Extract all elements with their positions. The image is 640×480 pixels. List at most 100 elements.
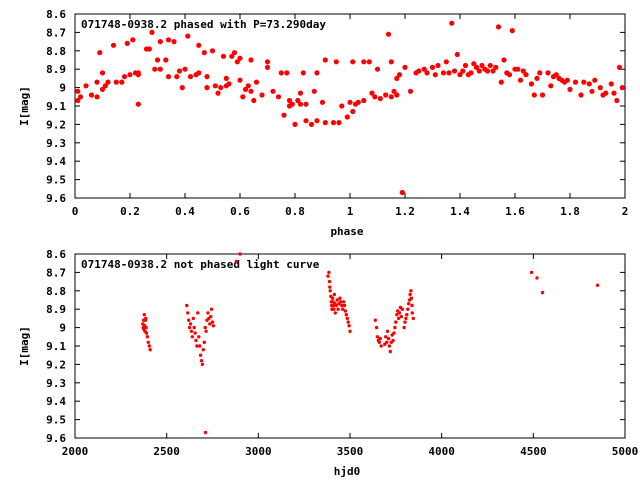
data-point (399, 314, 403, 319)
data-point (523, 72, 529, 78)
y-tick-label: 9.6 (46, 432, 66, 445)
y-tick-label: 8.9 (46, 63, 66, 76)
data-point (295, 97, 301, 104)
data-point (567, 86, 573, 92)
y-tick-label: 9.5 (46, 174, 66, 187)
data-point (253, 79, 260, 85)
data-point (347, 99, 353, 105)
data-point (449, 20, 455, 26)
data-point (400, 307, 404, 311)
data-point (197, 335, 201, 339)
data-point (199, 359, 204, 363)
data-point (174, 74, 180, 80)
data-point (163, 57, 169, 63)
y-tick-label: 9 (59, 82, 66, 95)
y-tick-label: 9.3 (46, 137, 66, 150)
data-point (572, 79, 579, 85)
data-point (443, 59, 449, 65)
y-tick-label: 8.7 (46, 266, 66, 279)
data-point (487, 62, 493, 69)
data-point (211, 324, 216, 328)
x-tick-label: 2 (622, 205, 629, 218)
data-point (330, 120, 337, 126)
data-point (396, 316, 401, 321)
data-point (192, 325, 196, 330)
data-point (135, 101, 141, 107)
data-point (186, 311, 190, 315)
data-point (361, 59, 367, 65)
data-point (189, 329, 194, 333)
data-point (332, 307, 336, 311)
data-point (165, 37, 172, 43)
data-point (391, 338, 395, 343)
data-point (110, 42, 117, 48)
data-point (171, 39, 177, 45)
data-point (286, 97, 293, 104)
data-point (391, 88, 397, 94)
x-tick-label: 2500 (153, 445, 180, 458)
data-point (203, 325, 207, 330)
data-point (201, 50, 207, 56)
data-point (374, 66, 381, 72)
data-point (608, 81, 614, 87)
data-point (386, 336, 391, 341)
data-point (399, 189, 405, 196)
data-point (145, 335, 150, 339)
data-point (204, 74, 210, 80)
data-point (328, 289, 332, 293)
data-point (99, 86, 106, 92)
data-point (194, 338, 198, 343)
data-point (548, 83, 554, 89)
data-point (237, 55, 243, 61)
data-point (520, 68, 526, 74)
data-point (135, 70, 141, 76)
data-point (242, 86, 249, 92)
data-point (454, 51, 460, 58)
data-point (335, 298, 339, 302)
data-point (429, 64, 436, 70)
data-point (410, 311, 414, 315)
data-point (531, 92, 537, 98)
data-point (342, 303, 347, 308)
data-point (215, 90, 221, 96)
data-point (121, 74, 128, 80)
data-point (147, 344, 151, 348)
data-point (350, 59, 356, 65)
data-point (144, 331, 149, 335)
data-point (374, 325, 379, 330)
data-point (341, 300, 346, 304)
plot-frame-phased (74, 13, 626, 199)
data-point (270, 88, 276, 94)
data-point (402, 64, 408, 70)
data-point (384, 335, 388, 339)
data-point (259, 92, 265, 98)
data-point (343, 309, 348, 313)
x-tick-label: 4500 (520, 445, 547, 458)
data-point (366, 59, 372, 65)
data-point (394, 320, 398, 324)
y-tick-label: 9.3 (46, 377, 66, 390)
data-point (506, 72, 513, 78)
data-point (460, 68, 466, 74)
data-point (490, 68, 496, 74)
data-point (264, 64, 271, 70)
data-point (127, 72, 133, 78)
data-point (248, 57, 254, 63)
y-tick-label: 8.8 (46, 45, 66, 58)
data-point (534, 75, 540, 81)
data-point (355, 99, 361, 105)
data-point (83, 83, 89, 89)
data-point (345, 316, 349, 321)
data-point (409, 289, 413, 293)
y-tick-label: 9.4 (46, 395, 66, 408)
data-point (238, 252, 242, 256)
x-tick-label: 0.4 (175, 205, 195, 218)
data-point (619, 85, 625, 91)
data-point (102, 83, 108, 89)
data-point (348, 329, 352, 333)
data-point (592, 77, 598, 83)
data-point (393, 325, 397, 330)
data-point (603, 90, 609, 96)
data-point (361, 97, 367, 104)
